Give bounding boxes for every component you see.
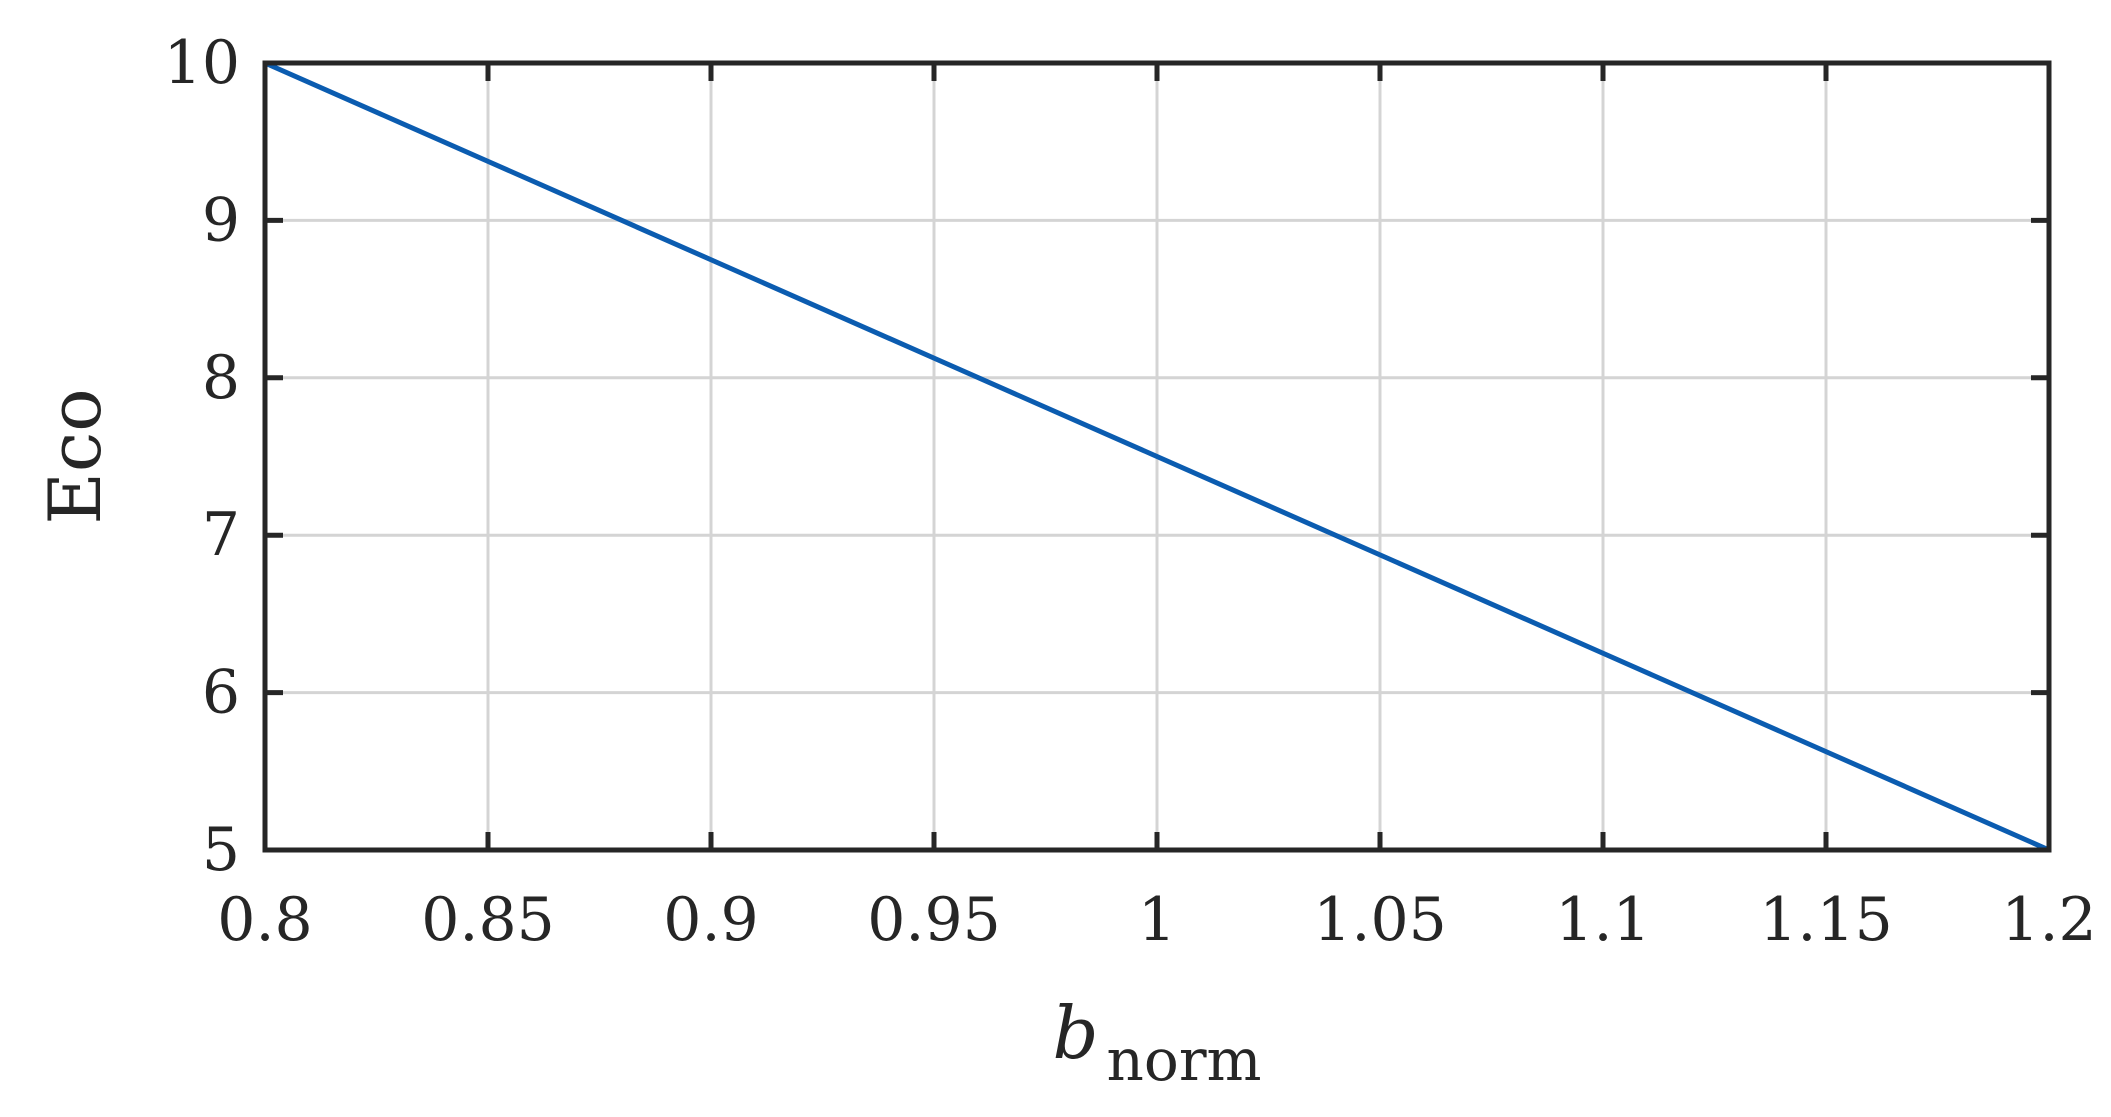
x-tick-labels: 0.8 0.85 0.9 0.95 1 1.05 1.1 1.15 1.2 — [217, 885, 2096, 955]
x-axis-label: b norm — [1052, 991, 1261, 1094]
y-tick-labels: 5 6 7 8 9 10 — [164, 28, 240, 885]
y-tick-label: 9 — [202, 185, 240, 255]
x-axis-label-subscript: norm — [1107, 1026, 1262, 1094]
y-tick-label: 8 — [202, 343, 240, 413]
x-tick-label: 0.9 — [663, 885, 758, 955]
x-tick-label: 1 — [1138, 885, 1176, 955]
y-tick-label: 10 — [164, 28, 240, 98]
series-layer — [262, 60, 2052, 853]
x-tick-label: 1.15 — [1759, 885, 1893, 955]
grid — [265, 63, 2049, 850]
x-axis-label-main: b — [1052, 991, 1098, 1075]
x-tick-label: 1.05 — [1313, 885, 1447, 955]
y-tick-label: 7 — [202, 500, 240, 570]
x-tick-label: 0.85 — [421, 885, 555, 955]
y-axis-label: Eco — [33, 388, 117, 524]
x-tick-label: 1.2 — [2001, 885, 2096, 955]
x-tick-label: 0.8 — [217, 885, 312, 955]
x-tick-label: 1.1 — [1555, 885, 1650, 955]
y-tick-label: 6 — [202, 658, 240, 728]
series-line — [262, 60, 2052, 853]
y-tick-label: 5 — [202, 815, 240, 885]
tick-marks — [262, 60, 2052, 853]
x-tick-label: 0.95 — [867, 885, 1001, 955]
